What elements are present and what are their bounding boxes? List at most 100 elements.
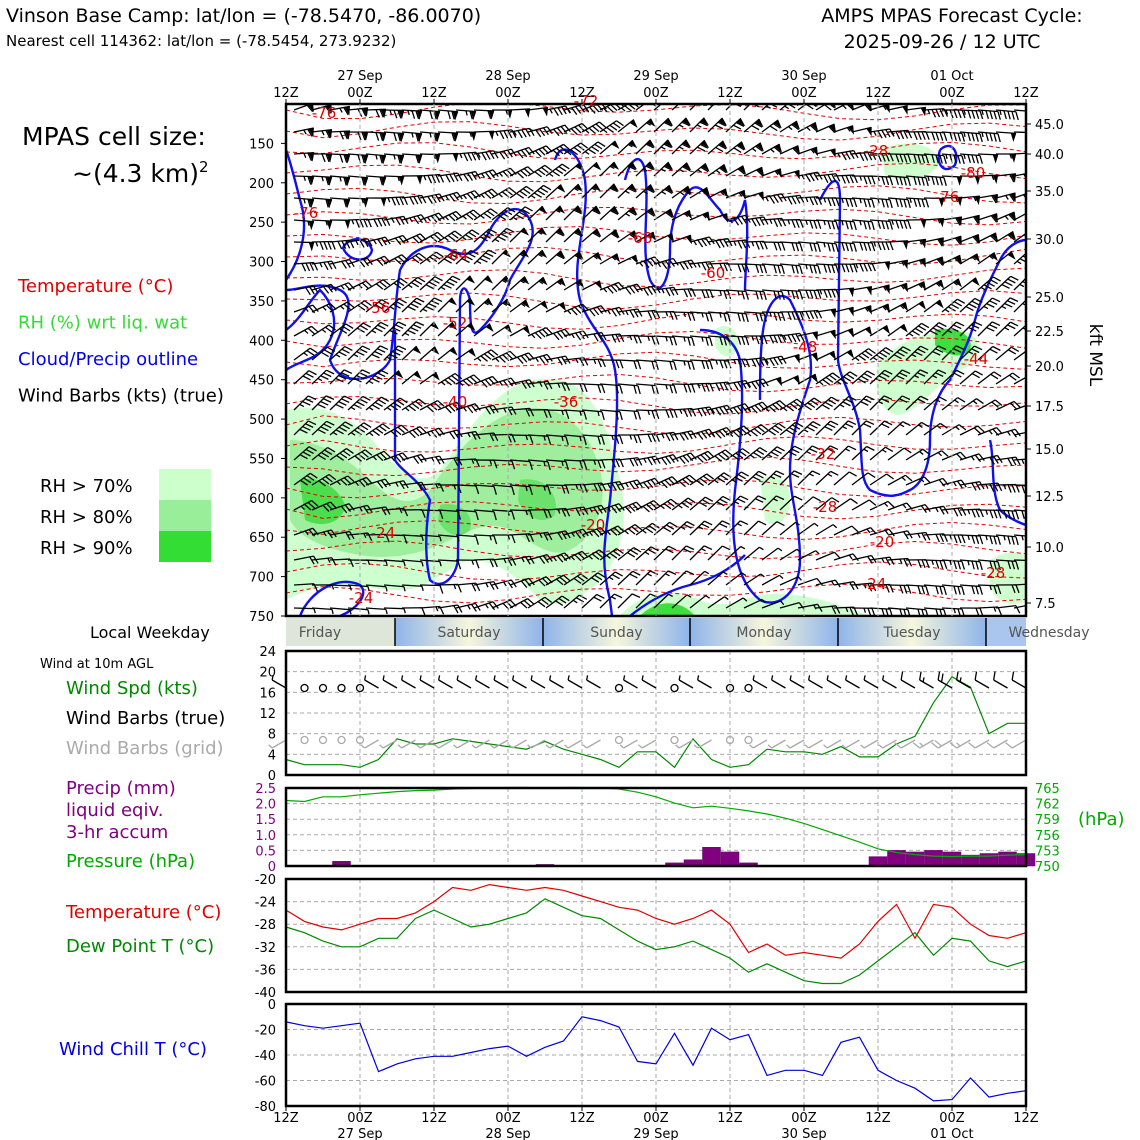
wind-barb xyxy=(707,495,731,511)
profile-legend-item: RH (%) wrt liq. wat xyxy=(18,313,187,334)
wind-barb xyxy=(959,481,985,491)
wind-barb xyxy=(455,275,476,291)
wind-barb xyxy=(491,534,516,544)
wind-barb xyxy=(365,423,390,437)
wind-barb xyxy=(887,323,908,337)
wind-barb xyxy=(653,117,674,133)
wind-barb xyxy=(653,104,674,111)
profile-legend-item: Wind Barbs (kts) (true) xyxy=(18,386,224,407)
wind-barb xyxy=(995,456,1021,467)
pressure-tick-label: 250 xyxy=(249,216,274,231)
cell-size-exponent: 2 xyxy=(199,158,209,176)
wind-barb xyxy=(689,236,715,248)
wind-barb xyxy=(329,448,354,461)
wind-barb xyxy=(619,739,638,749)
wind-barb xyxy=(641,675,657,689)
wind-barb xyxy=(1013,430,1026,441)
wind-barb xyxy=(617,139,638,155)
wind-barb xyxy=(995,153,1017,163)
wind-barb xyxy=(311,369,335,385)
wind-barb xyxy=(563,251,584,265)
wind-barb xyxy=(977,345,1001,361)
wind-barb xyxy=(437,534,460,542)
top-time-axis: 12Z 00Z 12Z 00Z 12Z 00Z 12Z 00Z 12Z 00Z 12Z 27 Sep 2… xyxy=(273,69,1039,101)
wind-barb xyxy=(977,321,1001,337)
wind-barb xyxy=(905,300,926,313)
wind-barb xyxy=(509,249,530,265)
wind-barb xyxy=(329,301,355,313)
wind-barb xyxy=(617,283,643,295)
wind-barb xyxy=(581,526,607,538)
wind-barb xyxy=(923,422,948,436)
wind-barb xyxy=(455,509,479,521)
wind-barb xyxy=(851,126,872,137)
wind-barb xyxy=(617,206,638,221)
wind-barb xyxy=(268,739,287,749)
wind-barb xyxy=(977,131,1001,143)
wind-barb xyxy=(671,209,693,221)
wind-barb xyxy=(869,325,891,337)
y-tick-label: 759 xyxy=(1035,813,1060,828)
wind-barb xyxy=(761,168,783,178)
y-tick-label: 1.5 xyxy=(255,813,276,828)
wind-barb xyxy=(653,335,678,346)
wind-barb xyxy=(401,453,427,464)
wind-barb xyxy=(923,607,947,616)
wind-barb xyxy=(563,483,588,493)
wind-barb xyxy=(959,175,981,186)
weekday-segment xyxy=(690,618,838,646)
isotherm xyxy=(286,311,1026,330)
wind-barb xyxy=(473,228,498,243)
wind-barb xyxy=(293,395,317,411)
wind-barb xyxy=(545,124,571,137)
wind-barb xyxy=(707,140,728,155)
wind-barb xyxy=(941,584,965,596)
wind-barb xyxy=(995,109,1019,121)
wind-barb xyxy=(1013,484,1026,494)
temp-legend-item: Temperature (°C) xyxy=(65,902,221,923)
wind-barb xyxy=(401,559,424,567)
wind-barb xyxy=(311,395,335,411)
wind-barb xyxy=(743,263,768,274)
y-tick-label: 12 xyxy=(259,707,276,722)
wind-barb xyxy=(743,447,768,461)
wind-barb xyxy=(437,457,463,467)
wind-barb xyxy=(959,321,983,337)
wind-barb xyxy=(437,372,463,386)
wind-barb xyxy=(923,450,949,461)
wind-barb xyxy=(815,241,839,253)
isotherm-label: -64 xyxy=(444,246,469,264)
wind-barb xyxy=(491,298,512,313)
isotherm-label: -76 xyxy=(294,204,319,222)
wind-barb xyxy=(797,470,821,486)
wind-barb xyxy=(869,583,894,593)
y-tick-label: -80 xyxy=(255,1100,276,1115)
wind-barb xyxy=(347,218,372,228)
wind-barb xyxy=(527,164,553,178)
wind-barb xyxy=(797,331,818,341)
wind-barb xyxy=(725,471,749,486)
wind-barb xyxy=(761,289,785,301)
wind-barb xyxy=(293,175,315,186)
wind-barb xyxy=(473,130,495,141)
wind-barb xyxy=(887,584,912,594)
wind-barb xyxy=(833,149,859,161)
rh-legend-item: RH > 80% xyxy=(40,507,133,528)
y-tick-label: 0 xyxy=(268,860,276,875)
wind-barb xyxy=(923,197,945,208)
kft-tick-label: 12.5 xyxy=(1035,490,1064,505)
y-tick-label: 2.5 xyxy=(255,782,276,797)
wind-barb xyxy=(599,383,623,394)
wind-barb xyxy=(383,559,406,567)
wind-barb xyxy=(653,383,678,394)
wind-barb xyxy=(311,346,336,361)
title-right-2: 2025-09-26 / 12 UTC xyxy=(844,31,1041,53)
wind-barb xyxy=(473,509,497,521)
wind-barb xyxy=(725,597,748,609)
wind-barb xyxy=(401,675,416,689)
wind-barb xyxy=(473,169,499,180)
wind-barb xyxy=(833,263,858,273)
wind-barb xyxy=(581,593,605,609)
wind-barb xyxy=(815,350,837,361)
wind-barb xyxy=(833,498,858,511)
